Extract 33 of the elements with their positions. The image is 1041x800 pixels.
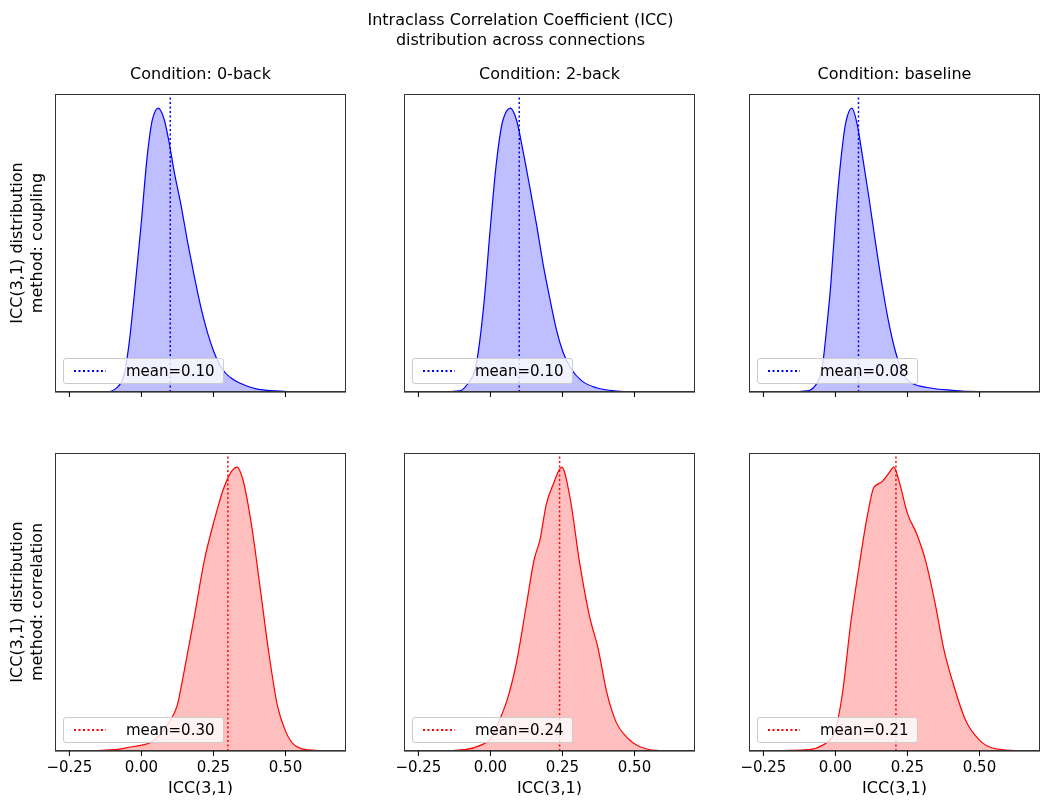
x-axis-title: ICC(3,1) (862, 778, 927, 797)
y-axis-title: ICC(3,1) distribution method: coupling (7, 161, 47, 326)
ref-line-label: mean=0.10 (475, 362, 564, 380)
x-axis-title: ICC(3,1) (517, 778, 582, 797)
chart-title: Condition: 2-back (478, 64, 621, 83)
x-tick-label: 0.00 (818, 758, 853, 776)
chart-title: Condition: baseline (816, 64, 973, 83)
x-tick-label: 0.50 (962, 758, 997, 776)
x-tick-label: −0.25 (740, 758, 787, 776)
x-tick-label: 0.25 (890, 758, 925, 776)
ref-line-label: mean=0.24 (475, 721, 564, 739)
legend: mean=0.21 (757, 717, 918, 743)
chart-title: Condition: 0-back (129, 64, 272, 83)
ref-line-label: mean=0.10 (126, 362, 215, 380)
x-tick-label: 0.00 (124, 758, 159, 776)
legend: mean=0.30 (63, 717, 224, 743)
x-tick-label: 0.25 (545, 758, 580, 776)
ref-line-label: mean=0.08 (820, 362, 909, 380)
x-tick-label: 0.50 (268, 758, 303, 776)
ref-line-label: mean=0.21 (820, 721, 909, 739)
x-tick-label: 0.25 (196, 758, 231, 776)
ref-line-label: mean=0.30 (126, 721, 215, 739)
x-tick-label: 0.00 (473, 758, 508, 776)
x-tick-label: −0.25 (46, 758, 93, 776)
legend: mean=0.10 (412, 358, 573, 384)
x-tick-label: 0.50 (617, 758, 652, 776)
x-axis-title: ICC(3,1) (168, 778, 233, 797)
legend: mean=0.10 (63, 358, 224, 384)
text: Intraclass Correlation Coefficient (ICC) distribution across connections (366, 10, 675, 50)
legend: mean=0.24 (412, 717, 573, 743)
x-tick-label: −0.25 (395, 758, 442, 776)
legend: mean=0.08 (757, 358, 918, 384)
y-axis-title: ICC(3,1) distribution method: correlation (7, 520, 47, 685)
